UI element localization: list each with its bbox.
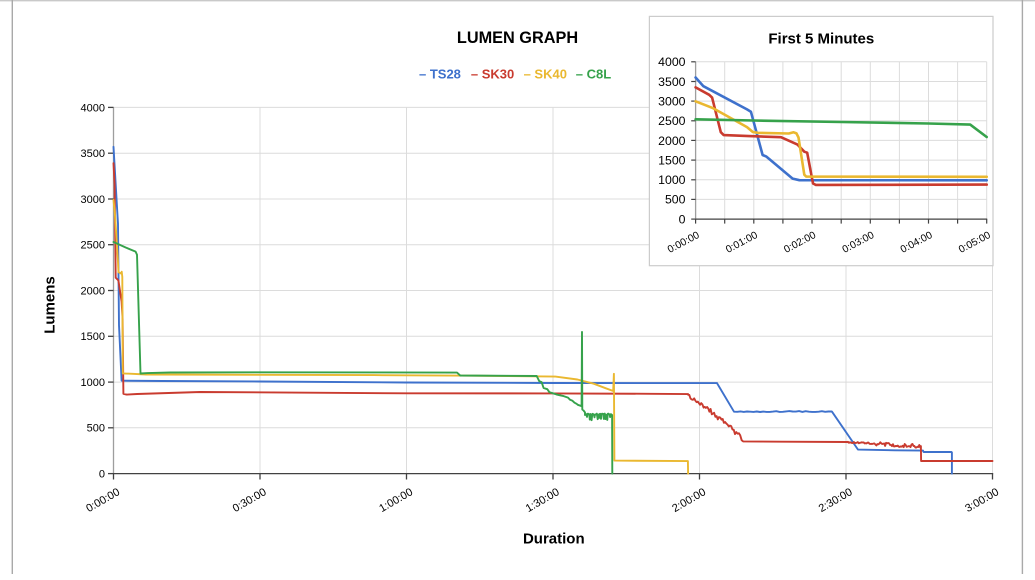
svg-text:2000: 2000: [658, 134, 686, 148]
svg-text:LUMEN GRAPH: LUMEN GRAPH: [457, 29, 578, 47]
svg-text:1000: 1000: [658, 173, 686, 187]
svg-text:1000: 1000: [81, 377, 105, 389]
svg-text:3500: 3500: [81, 148, 105, 160]
svg-text:3500: 3500: [658, 75, 686, 89]
svg-text:0: 0: [99, 469, 105, 481]
svg-text:– TS28: – TS28: [419, 67, 461, 82]
svg-text:2000: 2000: [81, 285, 105, 297]
svg-text:0: 0: [679, 212, 686, 226]
svg-text:2500: 2500: [81, 240, 105, 252]
svg-text:3000: 3000: [658, 94, 686, 108]
svg-text:4000: 4000: [658, 55, 686, 69]
svg-text:500: 500: [87, 423, 105, 435]
svg-text:500: 500: [665, 193, 686, 207]
svg-text:First 5 Minutes: First 5 Minutes: [768, 31, 874, 48]
svg-text:Lumens: Lumens: [42, 276, 59, 334]
svg-text:1500: 1500: [658, 153, 686, 167]
svg-text:– SK40: – SK40: [524, 67, 567, 82]
svg-text:2500: 2500: [658, 114, 686, 128]
svg-text:4000: 4000: [81, 102, 105, 114]
svg-text:Duration: Duration: [523, 531, 585, 548]
svg-text:– SK30: – SK30: [471, 67, 514, 82]
svg-text:– C8L: – C8L: [576, 67, 611, 82]
svg-text:1500: 1500: [81, 331, 105, 343]
svg-text:3000: 3000: [81, 194, 105, 206]
